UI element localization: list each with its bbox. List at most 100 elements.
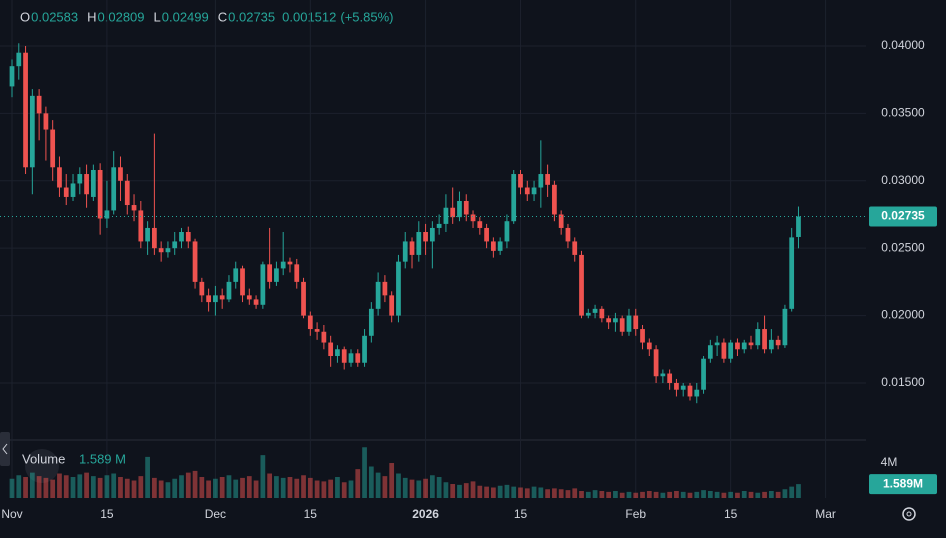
last-price-label: 0.02735 — [881, 209, 925, 223]
legend-value: 0.02583 — [31, 9, 78, 24]
volume-bar — [531, 486, 537, 498]
volume-bar — [355, 469, 361, 498]
candle-body — [9, 66, 15, 87]
volume-bar — [667, 491, 673, 498]
candle-body — [457, 200, 462, 218]
x-tick-label: 2026 — [412, 507, 439, 521]
candle-body — [572, 241, 578, 255]
x-tick-label: Mar — [815, 507, 836, 521]
legend-key: C — [218, 9, 227, 24]
volume-bar — [36, 476, 42, 498]
candle-body — [138, 210, 144, 242]
candle-body — [274, 268, 279, 282]
volume-bar — [409, 479, 415, 498]
volume-bar — [741, 491, 747, 498]
volume-bar — [558, 489, 564, 498]
candle-body — [511, 174, 517, 222]
legend-value: 0.02499 — [162, 9, 209, 24]
candle-body — [260, 264, 266, 305]
candle-body — [707, 345, 713, 359]
volume-bar — [362, 447, 367, 498]
volume-bar — [348, 480, 354, 498]
volume-bar — [29, 472, 35, 498]
gear[interactable] — [902, 507, 916, 521]
volume-bar — [152, 477, 157, 498]
volume-bar — [606, 491, 612, 498]
candle-body — [531, 187, 537, 195]
volume-bar — [721, 492, 727, 498]
candle-body — [606, 318, 612, 323]
volume-bar — [185, 472, 191, 498]
candle-body — [775, 339, 781, 346]
candle-body — [389, 295, 395, 316]
settings-icon[interactable] — [902, 507, 916, 521]
candle-body — [768, 339, 774, 350]
volume-bar — [192, 470, 198, 498]
legend-key: H — [87, 9, 96, 24]
volume-bar — [253, 480, 259, 498]
volume-bar — [714, 491, 720, 498]
volume-bar — [233, 479, 239, 498]
candle-body — [701, 358, 706, 390]
candle-body — [463, 200, 469, 215]
candle-body — [396, 261, 401, 316]
volume-bar — [518, 487, 523, 498]
candle-body — [714, 342, 720, 346]
candle-body — [172, 241, 178, 249]
volume-bar — [748, 491, 754, 498]
candle-body — [118, 167, 123, 181]
volume-bar — [165, 482, 171, 498]
candle-body — [755, 329, 761, 346]
volume-bar — [314, 480, 320, 498]
volume-bar — [179, 475, 184, 498]
volume-bar — [640, 491, 645, 498]
candle-body — [16, 52, 22, 67]
volume-bar — [633, 492, 639, 498]
volume-bar — [504, 484, 510, 498]
volume-bar — [375, 472, 381, 498]
y-tick-label: 0.02500 — [881, 240, 925, 254]
candle-body — [748, 342, 754, 346]
volume-bar — [138, 476, 144, 498]
volume-bar — [653, 491, 659, 498]
volume-bar — [674, 491, 679, 498]
volume-bar — [701, 490, 706, 498]
candle-body — [280, 261, 286, 269]
volume-bar — [145, 456, 150, 498]
volume-bar — [213, 478, 218, 498]
volume-bar — [450, 484, 456, 498]
volume-bar — [260, 455, 266, 498]
volume-tag — [869, 474, 937, 495]
volume-bar — [341, 482, 347, 498]
candle-body — [423, 231, 428, 242]
candle-body — [124, 180, 130, 206]
volume-bar — [274, 476, 279, 498]
candle-body — [579, 254, 584, 316]
candle-body — [185, 231, 191, 242]
x-tick-label: Feb — [625, 507, 646, 521]
candle-body — [226, 281, 232, 300]
candle-body — [70, 183, 76, 197]
candle-body — [538, 174, 544, 188]
candle-body — [321, 331, 327, 343]
volume-bar — [484, 486, 489, 498]
candle-body — [450, 207, 456, 218]
volume-bar — [84, 472, 89, 498]
volume-bar — [118, 477, 123, 498]
volume-bar — [280, 477, 286, 498]
candle-body — [633, 315, 639, 330]
candle-body — [402, 241, 408, 262]
candle-body — [491, 241, 496, 251]
volume-bar — [335, 477, 340, 498]
volume-value: 1.589 M — [79, 451, 126, 466]
x-tick-label: 15 — [304, 507, 318, 521]
y-tick-label: 0.03500 — [881, 106, 925, 120]
volume-bar — [402, 477, 408, 498]
collapse-button[interactable] — [0, 432, 10, 466]
volume-bar — [524, 488, 530, 498]
volume-bar — [70, 477, 76, 498]
legend-key: L — [154, 9, 161, 24]
candle-body — [63, 187, 69, 197]
